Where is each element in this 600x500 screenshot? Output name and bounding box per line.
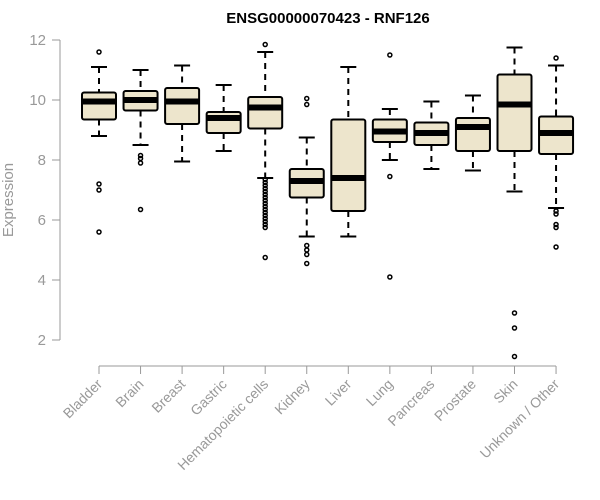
x-tick-label: Prostate	[431, 376, 479, 424]
outlier-point	[387, 173, 393, 180]
outlier-point	[553, 55, 559, 61]
outlier-point	[553, 208, 559, 214]
box-group-breast	[164, 64, 201, 163]
y-tick-label: 12	[29, 32, 46, 49]
outlier-point	[511, 325, 518, 331]
box-group-bladder	[81, 49, 117, 235]
y-axis-label: Expression	[0, 163, 17, 237]
outlier-point	[553, 211, 559, 217]
y-tick-label: 8	[38, 152, 46, 169]
box-group-unknown-other	[538, 55, 575, 250]
x-tick-label: Brain	[112, 376, 146, 410]
outlier-point	[262, 203, 268, 210]
outlier-point	[262, 221, 268, 228]
box-group-hematopoietic-cells	[247, 41, 284, 261]
outlier-point	[262, 224, 268, 231]
outlier-point	[137, 155, 144, 162]
y-tick-label: 10	[29, 92, 46, 109]
outlier-point	[262, 41, 268, 48]
outlier-point	[304, 260, 310, 267]
outlier-point	[262, 254, 268, 261]
iqr-box	[454, 117, 491, 152]
box-group-lung	[371, 52, 408, 280]
outlier-point	[304, 251, 310, 258]
outlier-point	[262, 179, 268, 186]
box-group-liver	[330, 66, 367, 238]
x-tick-label: Liver	[322, 376, 355, 409]
box-group-kidney	[288, 95, 325, 267]
outlier-point	[387, 274, 393, 280]
box-group-brain	[122, 69, 159, 213]
outlier-point	[262, 188, 268, 195]
outlier-point	[304, 242, 310, 249]
outlier-point	[262, 209, 268, 216]
outlier-point	[262, 185, 268, 192]
outlier-point	[553, 221, 559, 228]
outlier-point	[511, 353, 518, 360]
box-series	[81, 41, 575, 360]
box-group-skin	[496, 46, 533, 360]
outlier-point	[262, 182, 268, 189]
outlier-point	[387, 52, 393, 58]
outlier-point	[262, 194, 268, 201]
iqr-box	[164, 87, 201, 125]
x-tick-label: Bladder	[60, 376, 106, 422]
outlier-point	[137, 206, 144, 213]
outlier-point	[304, 95, 310, 102]
outlier-point	[553, 224, 559, 231]
x-tick-label: Lung	[363, 376, 396, 409]
outlier-point	[262, 197, 268, 204]
outlier-point	[553, 244, 559, 250]
x-tick-label: Breast	[148, 376, 188, 416]
outlier-point	[262, 191, 268, 198]
x-tick-label: Kidney	[271, 376, 313, 418]
outlier-point	[96, 187, 102, 193]
iqr-box	[496, 73, 533, 152]
outlier-point	[262, 200, 268, 207]
outlier-point	[511, 310, 518, 316]
outlier-point	[262, 215, 268, 222]
iqr-box	[81, 91, 117, 121]
y-tick-label: 2	[38, 332, 46, 349]
outlier-point	[262, 176, 268, 183]
x-tick-label: Skin	[490, 376, 521, 407]
outlier-point	[96, 181, 102, 187]
y-tick-label: 6	[38, 212, 46, 229]
box-group-prostate	[454, 94, 491, 172]
box-group-pancreas	[413, 100, 450, 170]
outlier-point	[96, 229, 102, 235]
y-axis-ticks: 2 4 6 8 10 12	[29, 32, 60, 349]
outlier-point	[262, 206, 268, 213]
y-tick-label: 4	[38, 272, 46, 289]
box-group-gastric	[205, 84, 242, 152]
outlier-point	[262, 212, 268, 219]
iqr-box	[247, 96, 284, 130]
outlier-point	[96, 49, 102, 55]
outlier-point	[304, 247, 310, 253]
outlier-point	[262, 218, 268, 225]
iqr-box	[330, 118, 367, 212]
chart-title: ENSG00000070423 - RNF126	[226, 10, 429, 27]
x-tick-label: Unknown / Other	[477, 376, 563, 462]
outlier-point	[304, 101, 310, 108]
outlier-point	[137, 160, 144, 166]
outlier-point	[137, 152, 144, 159]
